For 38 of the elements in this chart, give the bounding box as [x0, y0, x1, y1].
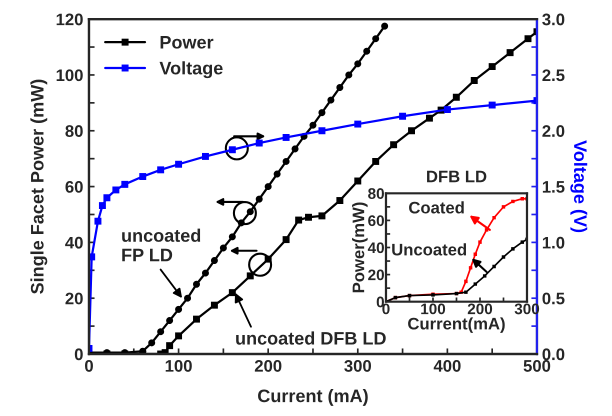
y-tick-label: 60 [66, 180, 83, 193]
annotation: Coated [409, 201, 464, 214]
y-axis-title: Power(mW) [352, 202, 368, 292]
x-tick-label: 100 [166, 360, 192, 372]
y2-tick-label: 2.5 [542, 69, 565, 82]
y-tick-label: 0 [74, 348, 83, 360]
y-tick-label: 120 [56, 14, 83, 26]
y2-tick-label: 0.0 [542, 348, 564, 360]
x-tick-label: 400 [434, 360, 461, 372]
y-tick-label: 80 [368, 188, 384, 199]
x-tick-label: 0 [85, 360, 93, 372]
y-tick-label: 60 [368, 215, 384, 226]
y2-tick-label: 2.0 [542, 125, 564, 137]
annotation: uncoated FP LD [122, 228, 200, 262]
x-axis-title: Current(mA) [408, 317, 505, 333]
y-tick-label: 20 [65, 292, 83, 304]
annotation: uncoated DFB LD [236, 331, 386, 345]
legend-label: Power [160, 36, 214, 49]
y2-tick-label: 3.0 [542, 14, 564, 26]
x-tick-label: 500 [524, 360, 550, 372]
legend-label: Voltage [160, 61, 223, 78]
x-tick-label: 300 [344, 360, 371, 372]
x-axis-title: Current (mA) [258, 388, 368, 406]
y-tick-label: 40 [65, 236, 83, 249]
y2-tick-label: 1.5 [542, 181, 565, 193]
annotation: Uncoated [392, 243, 466, 256]
y2-tick-label: 1.0 [542, 236, 564, 249]
chart-title: DFB LD [427, 170, 486, 182]
y-tick-label: 80 [65, 125, 83, 137]
y-tick-label: 100 [56, 69, 83, 82]
x-tick-label: 200 [254, 360, 282, 372]
x-tick-label: 100 [421, 303, 446, 314]
y-axis-title: Single Facet Power (mW) [30, 80, 48, 294]
y2-tick-label: 0.5 [542, 292, 565, 304]
y2-axis-title: Voltage (V) [570, 140, 588, 232]
y-tick-label: 40 [368, 242, 384, 254]
y-tick-label: 20 [368, 269, 384, 280]
x-tick-label: 200 [468, 303, 492, 314]
